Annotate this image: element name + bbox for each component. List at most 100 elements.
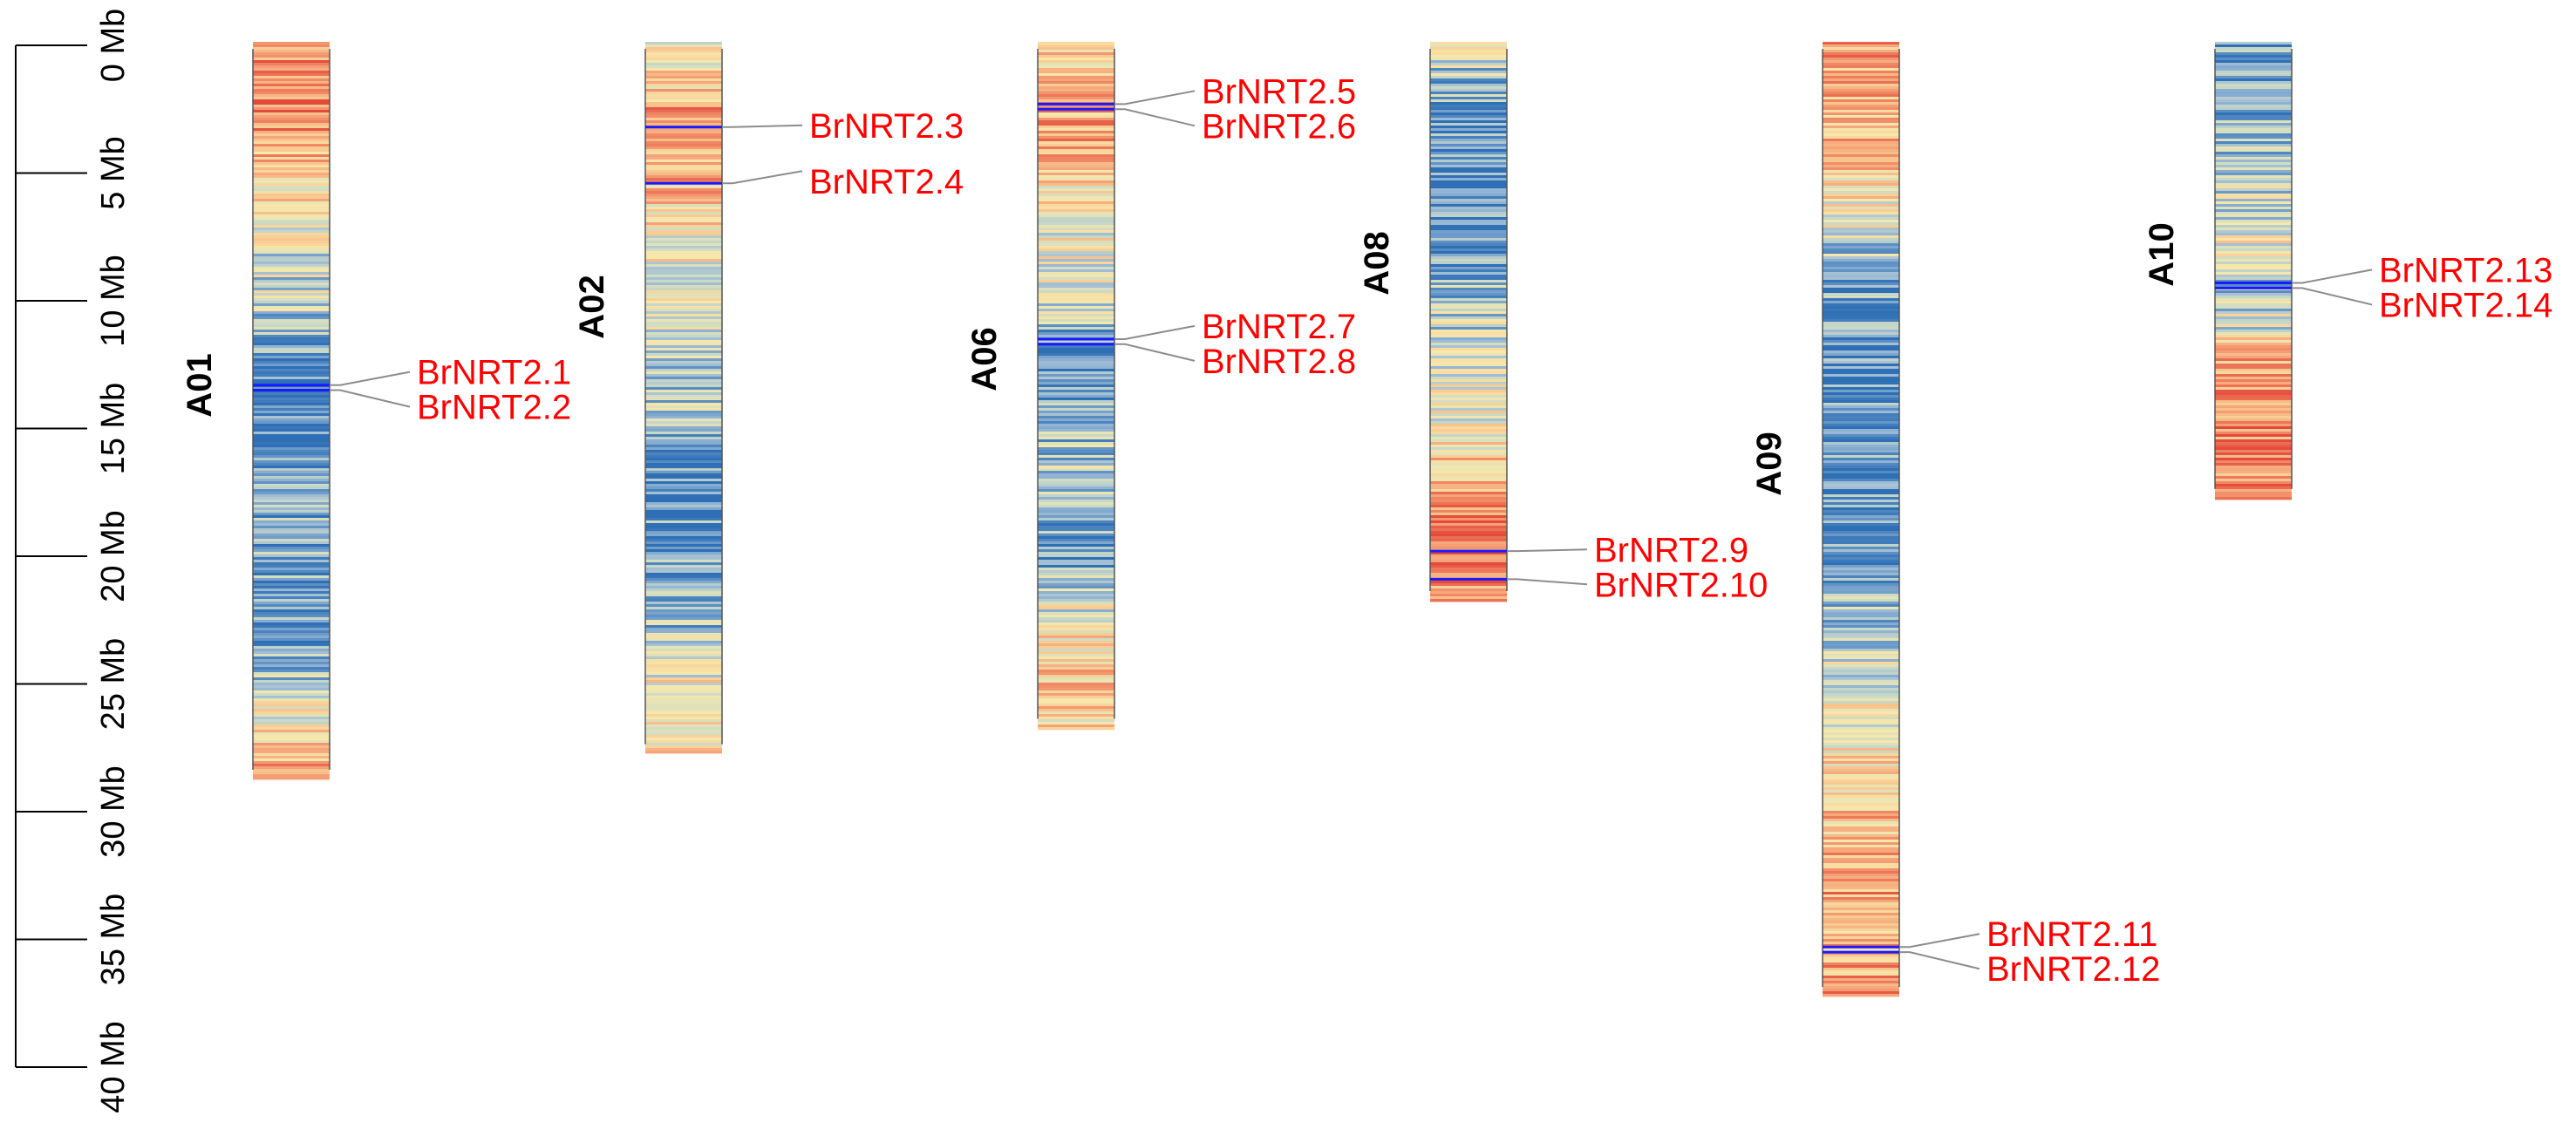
density-stripe <box>1823 377 1899 380</box>
density-stripe <box>253 235 330 239</box>
density-stripe <box>645 293 722 296</box>
density-stripe <box>1430 471 1507 474</box>
density-stripe <box>1038 638 1114 642</box>
density-stripe <box>1823 144 1899 147</box>
density-stripe <box>1823 288 1899 291</box>
density-stripe <box>645 439 722 443</box>
density-stripe <box>2215 207 2292 210</box>
density-stripe <box>1823 76 1899 79</box>
density-stripe <box>253 311 330 315</box>
density-stripe <box>1430 311 1507 315</box>
density-stripe <box>2215 178 2292 181</box>
density-stripe <box>645 238 722 241</box>
density-stripe <box>253 246 330 249</box>
density-stripe <box>253 471 330 474</box>
density-stripe <box>1430 340 1507 343</box>
density-stripe <box>1823 981 1899 984</box>
density-stripe <box>253 230 330 234</box>
density-stripe <box>1430 191 1507 194</box>
density-stripe <box>1823 646 1899 650</box>
density-stripe <box>2215 327 2292 330</box>
density-stripe <box>253 547 330 550</box>
density-stripe <box>1823 233 1899 236</box>
density-stripe <box>1430 157 1507 160</box>
density-stripe <box>1430 497 1507 500</box>
density-stripe <box>645 390 722 393</box>
density-stripe <box>645 738 722 741</box>
density-stripe <box>2215 447 2292 451</box>
density-stripe <box>2215 267 2292 270</box>
density-stripe <box>1823 863 1899 867</box>
density-stripe <box>1038 528 1114 532</box>
density-stripe <box>2215 366 2292 370</box>
density-stripe <box>1823 523 1899 527</box>
density-stripe <box>645 405 722 409</box>
density-stripe <box>645 309 722 312</box>
density-stripe <box>1430 115 1507 119</box>
density-stripe <box>1823 358 1899 362</box>
density-stripe <box>2215 256 2292 260</box>
density-stripe <box>645 526 722 529</box>
density-stripe <box>1038 65 1114 69</box>
density-stripe <box>645 693 722 697</box>
density-stripe <box>1038 280 1114 283</box>
density-stripe <box>1038 463 1114 466</box>
density-stripe <box>2215 238 2292 241</box>
density-stripe <box>1823 965 1899 969</box>
density-stripe <box>645 84 722 87</box>
density-stripe <box>1823 654 1899 657</box>
density-stripe <box>1430 463 1507 466</box>
density-stripe <box>645 416 722 419</box>
density-stripe <box>1430 288 1507 291</box>
density-stripe <box>253 377 330 380</box>
density-stripe <box>2215 437 2292 440</box>
density-stripe <box>253 664 330 668</box>
density-stripe <box>1823 596 1899 600</box>
density-stripe <box>2215 89 2292 92</box>
density-stripe <box>645 709 722 712</box>
density-stripe <box>1430 123 1507 126</box>
gene-label: BrNRT2.10 <box>1594 566 1768 604</box>
density-stripe <box>253 47 330 51</box>
density-stripe <box>1038 604 1114 608</box>
density-stripe <box>1038 709 1114 712</box>
density-stripe <box>1823 942 1899 945</box>
density-stripe <box>2215 358 2292 362</box>
density-stripe <box>1823 392 1899 396</box>
density-stripe <box>1823 628 1899 631</box>
density-stripe <box>645 371 722 375</box>
density-stripe <box>253 473 330 477</box>
density-stripe <box>2215 157 2292 160</box>
density-stripe <box>1038 356 1114 359</box>
density-stripe <box>253 160 330 163</box>
density-stripe <box>1038 301 1114 304</box>
density-stripe <box>1038 434 1114 438</box>
density-stripe <box>645 638 722 642</box>
density-stripe <box>645 92 722 95</box>
density-stripe <box>253 677 330 681</box>
density-stripe <box>1038 196 1114 200</box>
density-stripe <box>1823 795 1899 799</box>
density-stripe <box>645 633 722 636</box>
density-stripe <box>253 110 330 113</box>
density-stripe <box>253 651 330 655</box>
density-stripe <box>1823 604 1899 608</box>
density-stripe <box>645 544 722 547</box>
density-stripe <box>645 500 722 503</box>
density-stripe <box>2215 112 2292 116</box>
density-stripe <box>253 719 330 723</box>
density-stripe <box>1038 204 1114 207</box>
density-stripe <box>253 322 330 325</box>
density-stripe <box>645 324 722 328</box>
density-stripe <box>645 118 722 121</box>
density-stripe <box>1038 230 1114 234</box>
density-stripe <box>1823 201 1899 205</box>
density-stripe <box>1823 612 1899 616</box>
density-stripe <box>2215 272 2292 275</box>
density-stripe <box>1038 293 1114 296</box>
density-stripe <box>2215 377 2292 380</box>
density-stripe <box>1823 986 1899 990</box>
density-stripe <box>253 343 330 346</box>
density-stripe <box>2215 160 2292 163</box>
density-stripe <box>1038 724 1114 728</box>
